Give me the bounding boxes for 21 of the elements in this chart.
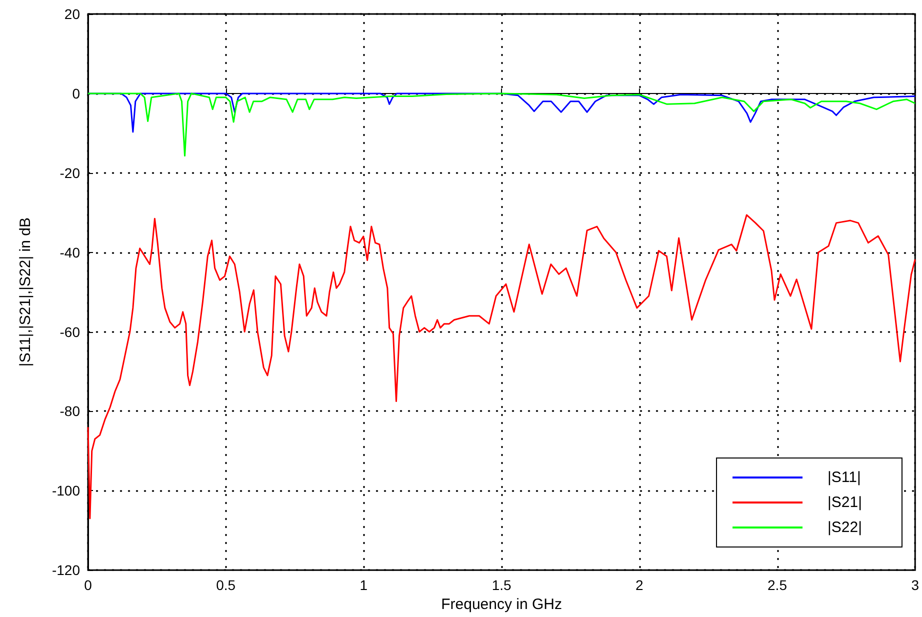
legend-label: |S21| [828,494,862,511]
x-axis-title: Frequency in GHz [441,596,562,613]
y-tick-label: -100 [52,482,80,499]
y-tick-label: -20 [60,164,80,181]
x-tick-label: 1.5 [492,577,512,594]
y-tick-label: -40 [60,244,80,260]
y-tick-label: 20 [64,6,80,22]
x-tick-label: 3 [911,577,920,594]
legend-label: |S11| [828,469,861,486]
y-tick-label: -60 [60,324,80,340]
y-tick-label: -120 [52,562,80,578]
y-tick-label: -80 [60,403,80,420]
y-tick-label: 0 [72,85,80,102]
line-series [87,214,916,520]
x-tick-label: 0 [84,577,92,594]
legend-label: |S22| [828,519,862,536]
x-tick-label: 1 [360,577,368,594]
x-tick-label: 0.5 [216,577,236,594]
x-tick-label: 2 [636,577,644,594]
x-tick-label: 2.5 [768,577,788,594]
y-axis-title: |S11|,|S21|,|S22| in dB [17,218,34,367]
